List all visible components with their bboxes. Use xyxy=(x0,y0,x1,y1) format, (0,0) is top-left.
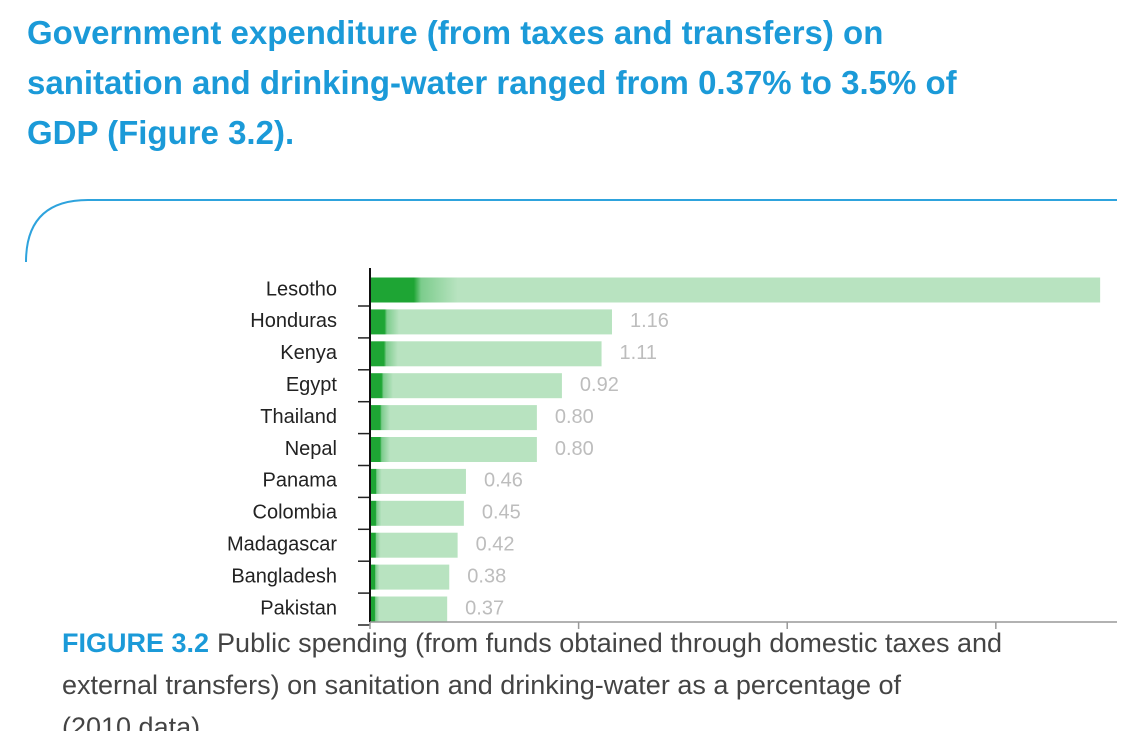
category-label: Panama xyxy=(263,470,338,492)
caption-line: external transfers) on sanitation and dr… xyxy=(62,670,901,700)
category-label: Lesotho xyxy=(266,278,337,300)
category-label: Honduras xyxy=(250,310,337,332)
card-border xyxy=(25,199,1117,263)
value-label: 0.46 xyxy=(484,470,523,492)
value-label: 0.37 xyxy=(465,597,504,619)
category-label: Pakistan xyxy=(260,597,337,619)
caption: FIGURE 3.2 Public spending (from funds ob… xyxy=(62,628,1002,731)
bar xyxy=(370,277,1101,303)
value-label: 0.38 xyxy=(467,565,506,587)
category-label: Madagascar xyxy=(227,533,337,555)
bar xyxy=(370,437,537,462)
bar xyxy=(370,532,458,558)
bar xyxy=(370,309,612,335)
category-label: Bangladesh xyxy=(231,565,337,587)
bar xyxy=(370,468,466,494)
bar xyxy=(370,373,562,399)
heading-line: sanitation and drinking-water ranged fro… xyxy=(27,64,958,101)
caption-label: FIGURE 3.2 xyxy=(62,628,209,658)
content: FIGURE 3.2 Public spending (from funds ob… xyxy=(25,14,1117,731)
value-label: 1.16 xyxy=(630,310,669,332)
bar xyxy=(370,564,450,590)
category-label: Egypt xyxy=(286,374,338,396)
chart: Lesotho Honduras 1.16 Kenya 1.11 Egypt 0.92 Tha… xyxy=(227,268,1117,629)
value-label: 0.45 xyxy=(482,502,521,524)
value-label: 1.11 xyxy=(620,342,657,364)
category-label: Colombia xyxy=(253,502,338,524)
value-label: 0.80 xyxy=(555,406,594,428)
value-label: 0.92 xyxy=(580,374,619,396)
bar xyxy=(370,341,602,367)
caption-text: Public spending (from funds obtained thr… xyxy=(217,628,1002,658)
heading-line: GDP (Figure 3.2). xyxy=(27,114,294,151)
bar xyxy=(370,405,537,431)
category-label: Thailand xyxy=(260,406,337,428)
category-label: Kenya xyxy=(280,342,338,364)
bar xyxy=(370,500,464,526)
value-label: 0.42 xyxy=(476,533,515,555)
value-label: 0.80 xyxy=(555,438,594,460)
heading-line: Government expenditure (from taxes and t… xyxy=(27,14,883,51)
card-bg xyxy=(26,200,1117,632)
bar xyxy=(370,596,448,622)
caption-line: (2010 data) xyxy=(62,712,200,731)
category-label: Nepal xyxy=(285,438,337,460)
caption-line: FIGURE 3.2 Public spending (from funds ob… xyxy=(62,628,1002,658)
